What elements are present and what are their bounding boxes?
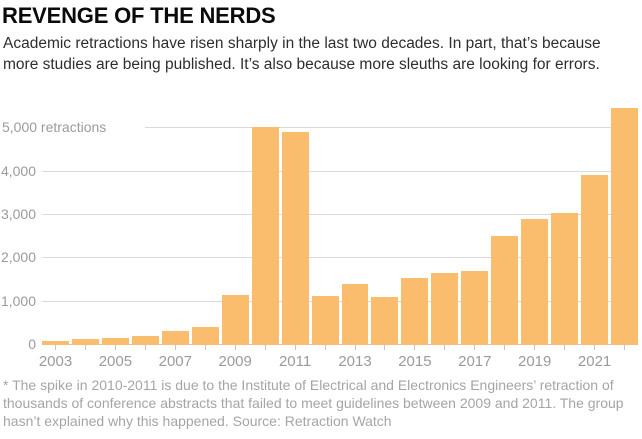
chart-subtitle: Academic retractions have risen sharply … <box>3 35 601 73</box>
bar-2015 <box>401 278 429 345</box>
x-tick-2022 <box>624 345 625 350</box>
gridline-3000 <box>42 214 638 215</box>
bar-2011 <box>281 131 309 345</box>
source-footnote: * The spike in 2010-2011 is due to the I… <box>3 377 624 429</box>
x-tick-2019 <box>534 345 536 350</box>
x-tick-2003 <box>55 345 56 350</box>
bars-group <box>42 105 639 345</box>
chart-title: REVENGE OF THE NERDS <box>2 3 276 28</box>
bar-2022 <box>611 107 639 345</box>
x-axis-label-2005: 2005 <box>98 353 133 370</box>
x-tick-2007 <box>174 345 176 350</box>
bar-2004 <box>71 338 99 345</box>
bar-2010 <box>251 127 279 345</box>
x-tick-2009 <box>234 345 236 350</box>
x-axis-label-2003: 2003 <box>38 353 73 370</box>
bar-2005 <box>101 338 129 345</box>
x-tick-2013 <box>354 345 356 350</box>
bar-2007 <box>161 330 189 345</box>
gridline-4000 <box>42 170 638 172</box>
x-axis-label-2017: 2017 <box>458 353 492 370</box>
bar-2008 <box>191 326 219 345</box>
x-axis-label-2011: 2011 <box>278 353 312 370</box>
bar-2012 <box>311 296 339 345</box>
bar-2016 <box>431 272 459 345</box>
bar-2009 <box>221 295 249 345</box>
x-tick-2017 <box>474 345 476 350</box>
bar-2017 <box>461 270 489 345</box>
x-tick-2004 <box>84 345 86 350</box>
gridline-1000 <box>42 300 638 302</box>
x-tick-2008 <box>204 345 206 350</box>
plot-area: 2003 2005 2007 2009 2011 2013 2015 2017 2019 2021 <box>39 105 639 370</box>
x-axis-label-2009: 2009 <box>218 353 252 370</box>
x-tick-2016 <box>444 345 446 350</box>
bar-2003 <box>42 341 69 345</box>
y-axis-label-4000: 4,000 <box>0 163 36 179</box>
bar-2014 <box>371 296 399 345</box>
x-axis-label-2007: 2007 <box>158 353 192 370</box>
bar-2018 <box>491 235 519 345</box>
y-axis-label-1000: 1,000 <box>0 293 36 309</box>
x-tick-2015 <box>414 345 416 350</box>
bar-2006 <box>131 335 159 345</box>
bar-2020 <box>551 212 579 345</box>
x-tick-2018 <box>504 345 506 350</box>
gridline-0 <box>42 344 638 345</box>
y-axis-label-2000: 2,000 <box>0 249 36 265</box>
x-tick-2011 <box>294 345 296 350</box>
x-tick-2005 <box>114 345 116 350</box>
y-axis-label-3000: 3,000 <box>0 206 36 222</box>
x-tick-2012 <box>324 345 326 350</box>
x-tick-2020 <box>564 345 566 350</box>
gridline-5000 <box>145 127 638 129</box>
x-axis-label-2015: 2015 <box>398 353 432 370</box>
x-tick-2006 <box>144 345 146 350</box>
x-tick-2010 <box>264 345 266 350</box>
y-axis-label-0: 0 <box>28 336 36 352</box>
bar-2013 <box>341 283 369 345</box>
x-tick-2014 <box>384 345 386 350</box>
gridline-2000 <box>42 257 638 259</box>
x-axis-label-2021: 2021 <box>577 353 612 370</box>
bar-2019 <box>521 219 549 345</box>
y-axis-label-5000: 5,000 retractions <box>2 119 107 135</box>
x-tick-2021 <box>594 345 596 350</box>
x-axis-label-2013: 2013 <box>338 353 372 370</box>
x-axis-label-2019: 2019 <box>518 353 552 370</box>
bar-2021 <box>581 175 609 345</box>
